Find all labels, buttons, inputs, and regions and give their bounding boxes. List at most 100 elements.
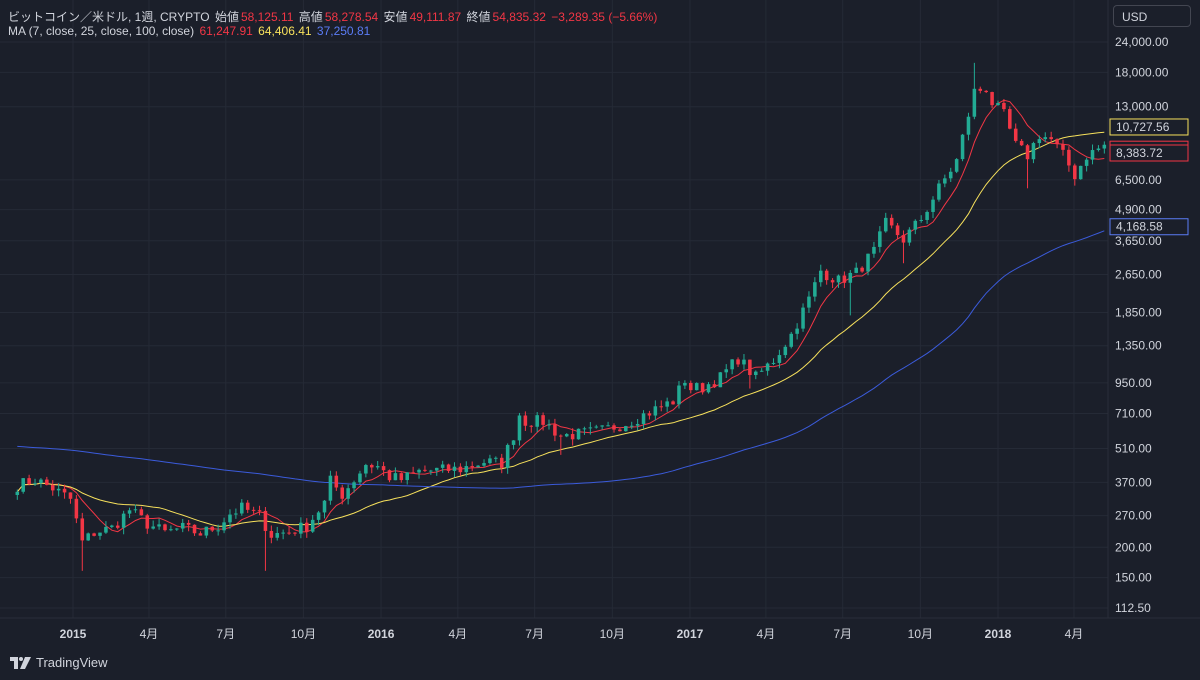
candle-body [866, 253, 870, 272]
candle-body [145, 515, 150, 529]
candle-body [1037, 139, 1042, 144]
candle-body [393, 473, 398, 481]
candle-body [878, 231, 882, 247]
candle-body [629, 425, 634, 427]
candle-body [1055, 139, 1059, 145]
candle-body [80, 518, 85, 541]
y-tick-label: 13,000.00 [1115, 100, 1169, 114]
candle-body [789, 333, 793, 347]
candle-body [192, 524, 197, 534]
candle-body [86, 533, 90, 541]
candle-body [813, 282, 817, 297]
y-tick-label: 1,850.00 [1115, 305, 1162, 319]
y-tick-label: 6,500.00 [1115, 173, 1162, 187]
close-label: 終値 [466, 10, 491, 24]
candle-body [269, 530, 274, 538]
candle-body [186, 522, 191, 525]
candle-body [966, 116, 971, 135]
currency-button[interactable]: USD [1113, 5, 1191, 27]
candle-body [818, 270, 823, 283]
ma-label[interactable]: MA (7, close, 25, close, 100, close) [8, 24, 195, 38]
candle-body [50, 484, 55, 491]
candle-body [204, 526, 209, 536]
candle-body [511, 440, 516, 445]
candle-body [494, 457, 498, 459]
candle-body [754, 371, 758, 376]
symbol-legend: ビットコイン／米ドル, 1週, CRYPTO 始値 58,125.11 高値 58,… [8, 8, 659, 25]
candle-body [919, 219, 923, 221]
x-tick-label: 10月 [600, 627, 625, 641]
candle-body [1061, 144, 1065, 150]
candle-body [464, 466, 469, 473]
time-axis[interactable]: 2015 4月 7月 10月 2016 4月 7月 10月 2017 4月 7月 10月 2018 4月 [60, 627, 1084, 641]
price-label-text: 4,168.58 [1116, 220, 1163, 234]
candle-body [1031, 143, 1036, 160]
candle-body [1073, 165, 1077, 180]
candle-body [948, 171, 953, 179]
x-tick-label: 2016 [368, 627, 395, 641]
ma7-value: 61,247.91 [199, 24, 253, 38]
symbol-title[interactable]: ビットコイン／米ドル, 1週, CRYPTO [8, 10, 210, 24]
candle-body [943, 178, 947, 184]
candle-body [334, 475, 339, 488]
grid-lines [0, 0, 1200, 619]
candle-body [1102, 144, 1107, 149]
x-tick-label: 7月 [216, 627, 235, 641]
y-tick-label: 4,900.00 [1115, 203, 1162, 217]
y-tick-label: 270.00 [1115, 509, 1152, 523]
low-label: 安値 [383, 10, 408, 24]
candle-body [169, 529, 173, 531]
y-tick-label: 710.00 [1115, 407, 1152, 421]
candle-body [996, 102, 1000, 106]
candle-body [523, 415, 528, 426]
brand-name: TradingView [36, 655, 108, 670]
candle-body [517, 415, 522, 441]
candle-body [340, 487, 345, 499]
candle-body [736, 359, 740, 365]
candle-body [216, 530, 220, 532]
candle-body [62, 488, 67, 493]
candle-body [683, 382, 687, 386]
change-value: −3,289.35 (−5.66%) [551, 10, 658, 24]
candle-body [960, 134, 965, 160]
candle-body [411, 472, 415, 474]
price-label-text: 10,727.56 [1116, 120, 1170, 134]
candle-body [458, 466, 463, 473]
candle-body [27, 478, 31, 485]
moving-average-lines [16, 99, 1105, 533]
candle-body [665, 401, 669, 407]
high-label: 高値 [298, 10, 323, 24]
candle-body [594, 426, 599, 428]
candle-body [305, 522, 309, 532]
candle-body [783, 346, 788, 356]
candle-body [730, 359, 734, 370]
y-tick-label: 200.00 [1115, 540, 1152, 554]
candle-body [127, 510, 132, 514]
candle-body [547, 424, 551, 426]
candle-body [1002, 102, 1006, 110]
ma25-value: 64,406.41 [258, 24, 312, 38]
candle-body [765, 363, 770, 371]
candle-body [352, 482, 356, 489]
candle-body [429, 470, 433, 472]
candle-body [210, 526, 215, 531]
candle-body [824, 270, 829, 281]
candle-body [133, 509, 138, 511]
candle-body [121, 513, 126, 528]
candle-body [582, 428, 587, 430]
price-axis[interactable]: 24,000.00 18,000.00 13,000.00 6,500.00 4,900… [1115, 35, 1169, 615]
tradingview-icon [10, 656, 31, 669]
ma-line [17, 230, 1105, 489]
price-label-text: 8,383.72 [1116, 146, 1163, 160]
y-tick-label: 370.00 [1115, 475, 1152, 489]
candle-body [612, 425, 616, 430]
candle-body [689, 382, 693, 391]
tradingview-logo[interactable]: TradingView [10, 655, 108, 670]
candle-body [718, 372, 723, 388]
candle-body [671, 401, 675, 405]
candle-body [836, 275, 841, 283]
candle-body [694, 383, 699, 391]
candle-body [795, 328, 799, 334]
